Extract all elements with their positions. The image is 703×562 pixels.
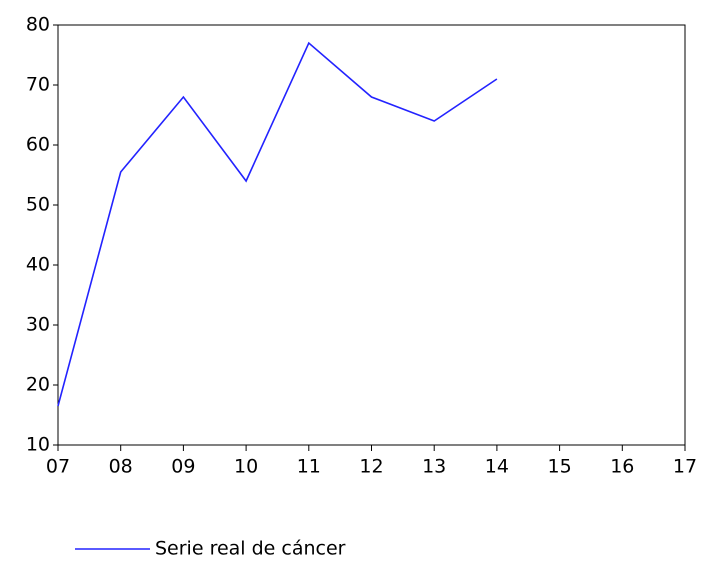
y-tick-label: 40 — [26, 254, 50, 276]
x-tick-label: 13 — [422, 456, 446, 478]
y-tick-label: 20 — [26, 374, 50, 396]
plot-frame — [57, 24, 686, 446]
x-tick-label: 08 — [109, 456, 133, 478]
x-tick-label: 12 — [359, 456, 383, 478]
y-tick-label: 60 — [26, 134, 50, 156]
x-tick-label: 07 — [46, 456, 70, 478]
data-line — [57, 41, 498, 407]
y-tick-label: 80 — [26, 14, 50, 36]
x-tick-label: 17 — [673, 456, 697, 478]
legend-label: Serie real de cáncer — [155, 538, 346, 560]
x-tick-label: 14 — [485, 456, 509, 478]
y-tick-label: 10 — [26, 434, 50, 456]
x-tick-label: 11 — [297, 456, 321, 478]
x-tick-label: 09 — [171, 456, 195, 478]
x-tick-label: 16 — [610, 456, 634, 478]
y-tick-label: 50 — [26, 194, 50, 216]
y-tick-label: 70 — [26, 74, 50, 96]
x-tick-label: 10 — [234, 456, 258, 478]
x-tick-label: 15 — [548, 456, 572, 478]
y-tick-label: 30 — [26, 314, 50, 336]
